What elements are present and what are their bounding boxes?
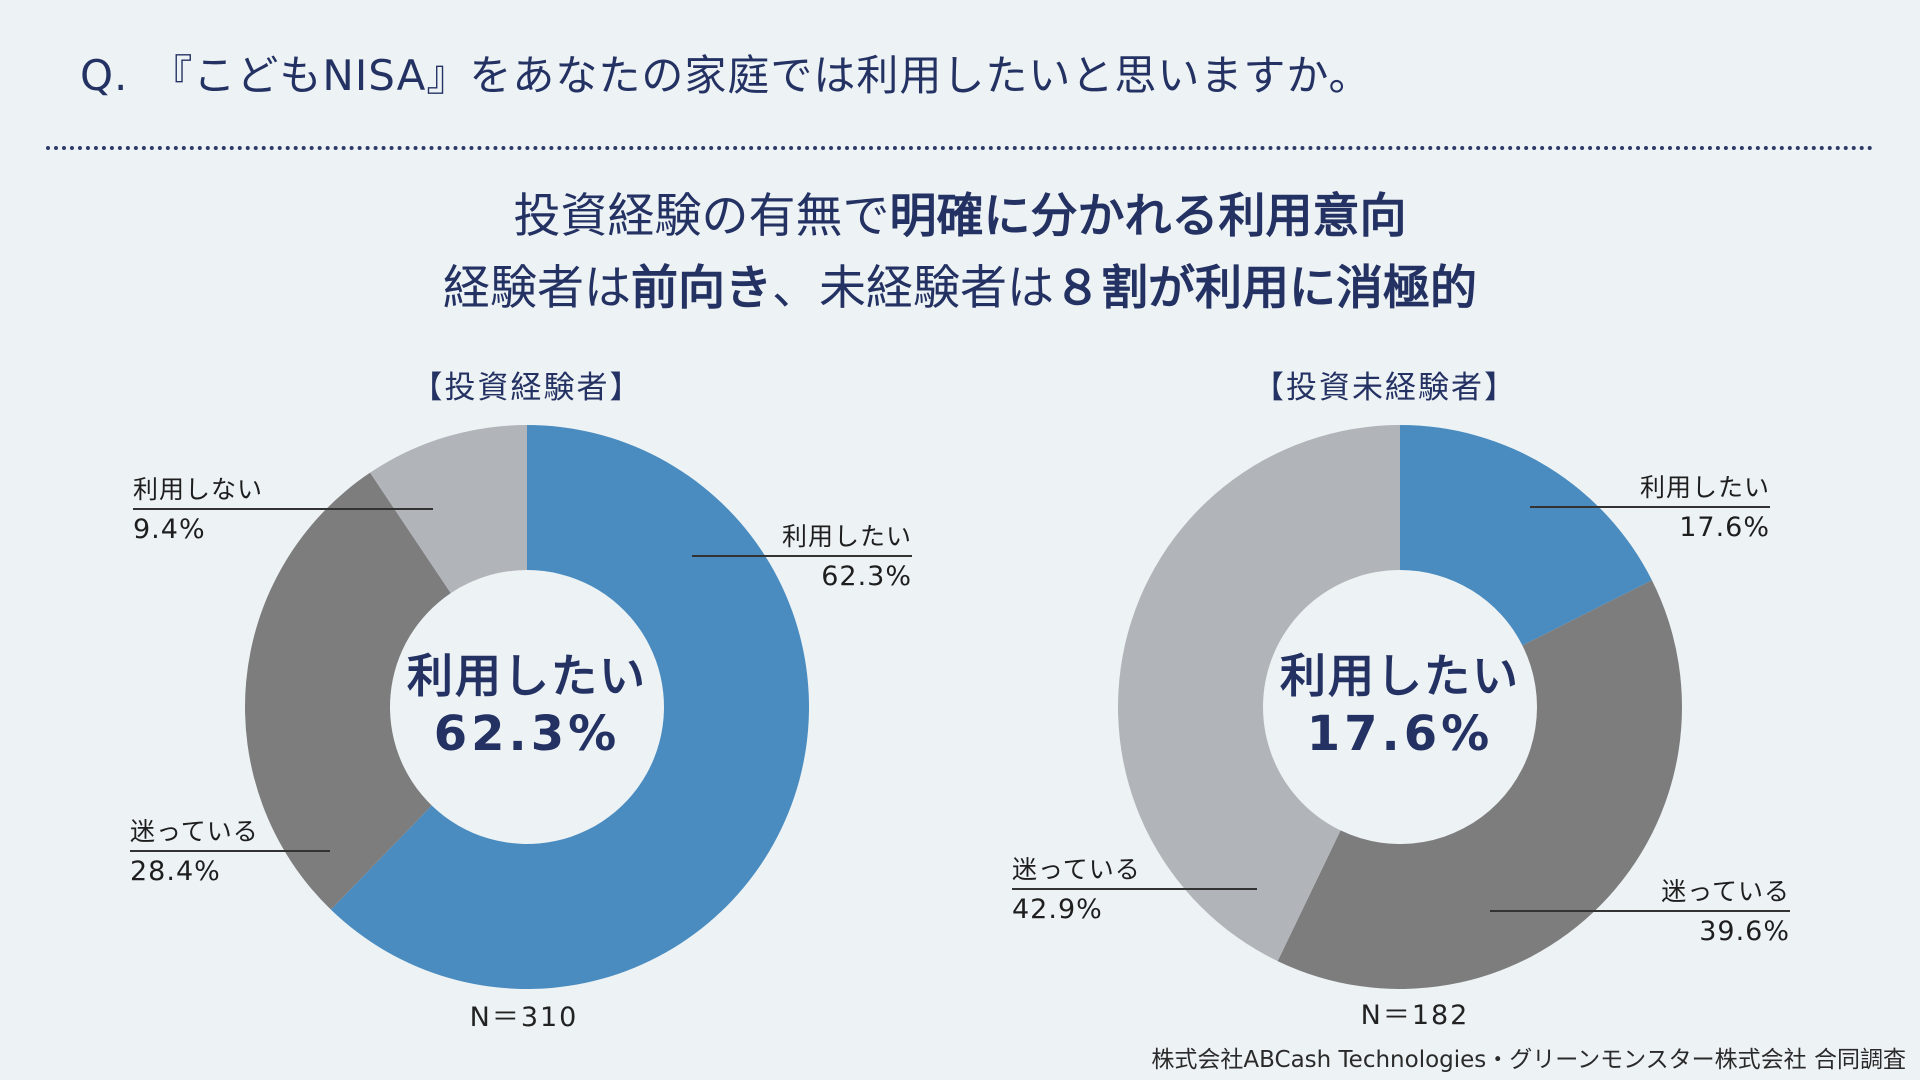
headline-segment: 、未経験者は <box>772 261 1054 316</box>
donut-slice <box>1400 425 1652 646</box>
leader-line <box>1012 888 1257 890</box>
center-label-value: 62.3% <box>433 706 621 762</box>
callout-inexperienced-undecided-dark: 迷っている 39.6% <box>1490 875 1790 950</box>
callout-percentage: 9.4% <box>133 514 206 545</box>
callout-label: 迷っている <box>130 817 259 846</box>
callout-label: 利用したい <box>781 522 912 551</box>
leader-line <box>1530 506 1770 508</box>
callout-inexperienced-want-to-use: 利用したい 17.6% <box>1530 471 1770 546</box>
headline-segment: 前向き <box>631 261 772 316</box>
donut-center-label-experienced: 利用したい 62.3% <box>345 648 709 763</box>
center-label-value: 17.6% <box>1306 706 1494 762</box>
dotted-divider <box>46 146 1874 150</box>
donut-slice <box>330 425 809 989</box>
page-title: Q. 『こどもNISA』をあなたの家庭では利用したいと思いますか。 <box>80 51 1372 100</box>
callout-percentage: 62.3% <box>821 561 912 592</box>
callout-percentage: 39.6% <box>1699 916 1790 947</box>
headline-segment: ８割が利用に消極的 <box>1054 261 1477 316</box>
donut-slice <box>245 472 451 910</box>
callout-experienced-want-to-use: 利用したい 62.3% <box>692 520 912 595</box>
leader-line <box>130 850 330 852</box>
donut-slice <box>1118 425 1400 962</box>
callout-percentage: 28.4% <box>130 856 221 887</box>
callout-experienced-undecided: 迷っている 28.4% <box>130 815 330 890</box>
callout-percentage: 17.6% <box>1679 512 1770 543</box>
callout-percentage: 42.9% <box>1012 894 1103 925</box>
sample-size-experienced: N＝310 <box>469 1002 579 1033</box>
leader-line <box>692 555 912 557</box>
leader-line <box>1490 910 1790 912</box>
center-label-text: 利用したい <box>407 649 647 703</box>
donut-center-label-inexperienced: 利用したい 17.6% <box>1218 648 1582 763</box>
callout-label: 利用したい <box>1639 473 1770 502</box>
headline-segment: 明確に分かれる利用意向 <box>889 189 1407 244</box>
callout-inexperienced-undecided-light: 迷っている 42.9% <box>1012 853 1257 928</box>
footer-credit: 株式会社ABCash Technologies・グリーンモンスター株式会社 合同… <box>1151 1047 1906 1073</box>
chart-title-experienced: 【投資経験者】 <box>411 370 643 406</box>
headline-segment: 経験者は <box>443 261 631 316</box>
callout-label: 迷っている <box>1012 855 1141 884</box>
headline-segment: 投資経験の有無で <box>513 189 890 244</box>
callout-experienced-wont-use: 利用しない 9.4% <box>133 473 433 548</box>
callout-label: 利用しない <box>133 475 264 504</box>
donut-slice <box>370 425 527 594</box>
donut-chart-inexperienced <box>1118 425 1682 989</box>
leader-line <box>133 508 433 510</box>
headline-line1: 投資経験の有無で明確に分かれる利用意向 <box>0 188 1920 246</box>
callout-label: 迷っている <box>1661 877 1790 906</box>
donut-chart-experienced <box>245 425 809 989</box>
center-label-text: 利用したい <box>1280 649 1520 703</box>
donut-slice <box>1277 580 1682 989</box>
headline-line2: 経験者は前向き、未経験者は８割が利用に消極的 <box>0 260 1920 318</box>
chart-title-inexperienced: 【投資未経験者】 <box>1253 370 1517 406</box>
sample-size-inexperienced: N＝182 <box>1360 1000 1470 1031</box>
